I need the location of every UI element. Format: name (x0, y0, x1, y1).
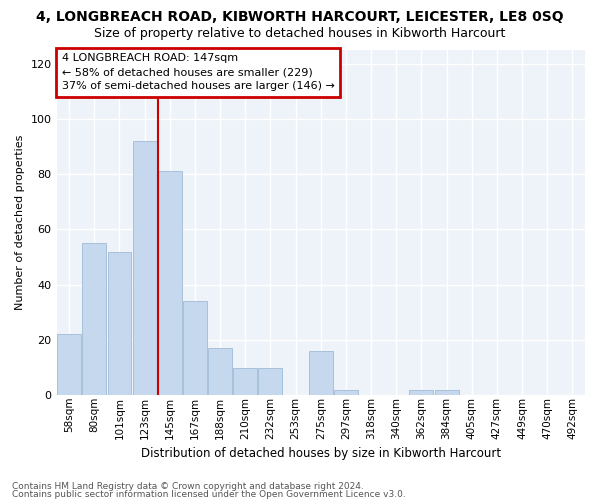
Bar (208, 348, 232, 395)
Bar (133, 141, 157, 395)
Text: Contains public sector information licensed under the Open Government Licence v3: Contains public sector information licen… (12, 490, 406, 499)
Bar (409, 390, 433, 395)
Bar (334, 390, 358, 395)
X-axis label: Distribution of detached houses by size in Kibworth Harcourt: Distribution of detached houses by size … (141, 447, 501, 460)
Text: Contains HM Land Registry data © Crown copyright and database right 2024.: Contains HM Land Registry data © Crown c… (12, 482, 364, 491)
Bar (57, 334, 81, 395)
Bar (434, 390, 458, 395)
Text: 4 LONGBREACH ROAD: 147sqm
← 58% of detached houses are smaller (229)
37% of semi: 4 LONGBREACH ROAD: 147sqm ← 58% of detac… (62, 54, 335, 92)
Y-axis label: Number of detached properties: Number of detached properties (15, 135, 25, 310)
Bar (158, 172, 182, 395)
Bar (82, 244, 106, 395)
Text: Size of property relative to detached houses in Kibworth Harcourt: Size of property relative to detached ho… (94, 28, 506, 40)
Bar (107, 252, 131, 395)
Bar (259, 368, 283, 395)
Bar (183, 302, 207, 395)
Bar (233, 368, 257, 395)
Bar (309, 351, 333, 395)
Text: 4, LONGBREACH ROAD, KIBWORTH HARCOURT, LEICESTER, LE8 0SQ: 4, LONGBREACH ROAD, KIBWORTH HARCOURT, L… (36, 10, 564, 24)
